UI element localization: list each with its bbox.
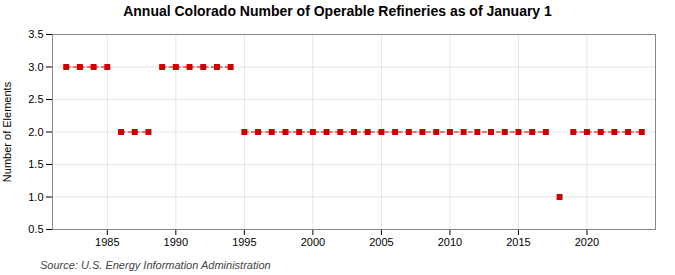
svg-text:1.5: 1.5 [28, 158, 43, 170]
svg-text:2.0: 2.0 [28, 126, 43, 138]
svg-text:1995: 1995 [232, 236, 256, 248]
svg-text:2.5: 2.5 [28, 93, 43, 105]
svg-text:1990: 1990 [164, 236, 188, 248]
svg-text:2010: 2010 [438, 236, 462, 248]
svg-text:1.0: 1.0 [28, 191, 43, 203]
svg-text:0.5: 0.5 [28, 223, 43, 235]
html-text:Annual Colorado Number of Oper: Annual Colorado Number of Operable Refin… [123, 3, 552, 19]
svg-text:Number of Elements: Number of Elements [1, 81, 13, 182]
svg-text:3.5: 3.5 [28, 28, 43, 40]
svg-text:2015: 2015 [506, 236, 530, 248]
svg-text:3.0: 3.0 [28, 61, 43, 73]
svg-text:2000: 2000 [301, 236, 325, 248]
html-text:Source: U.S. Energy Informatio: Source: U.S. Energy Information Administ… [40, 259, 271, 271]
svg-text:2005: 2005 [369, 236, 393, 248]
svg-text:2020: 2020 [575, 236, 599, 248]
svg-text:1985: 1985 [95, 236, 119, 248]
